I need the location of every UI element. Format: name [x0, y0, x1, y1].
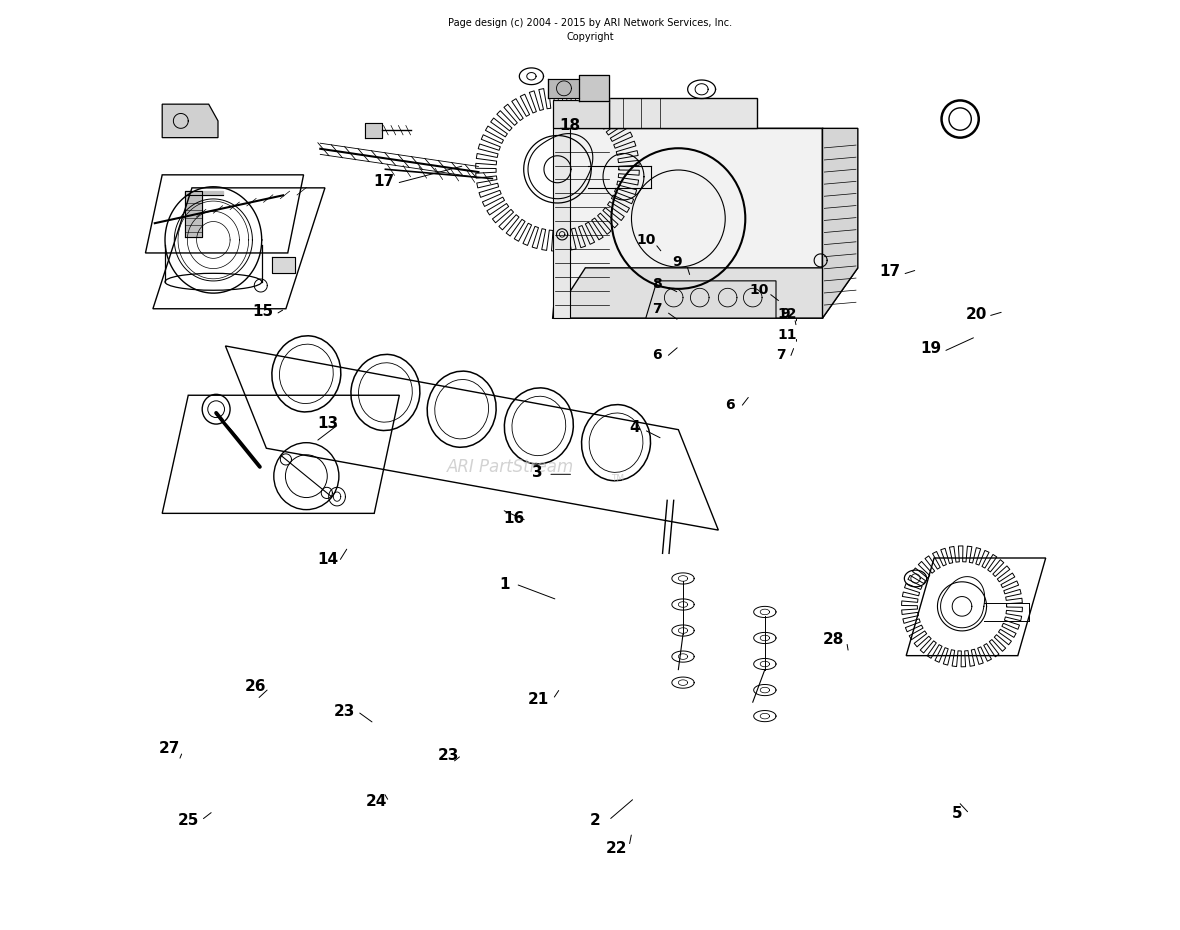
Text: 19: 19: [920, 341, 942, 356]
Text: 13: 13: [317, 416, 339, 431]
Text: 22: 22: [605, 841, 627, 856]
Polygon shape: [609, 98, 758, 128]
Text: 3: 3: [532, 465, 543, 480]
Text: 5: 5: [952, 806, 963, 821]
Text: 26: 26: [244, 679, 266, 694]
Text: 20: 20: [966, 307, 988, 322]
Polygon shape: [365, 123, 381, 138]
Text: 8: 8: [653, 276, 662, 291]
Polygon shape: [552, 128, 822, 318]
Polygon shape: [645, 281, 776, 318]
Text: 25: 25: [177, 813, 199, 828]
Text: 21: 21: [529, 692, 550, 707]
Text: Page design (c) 2004 - 2015 by ARI Network Services, Inc.: Page design (c) 2004 - 2015 by ARI Netwo…: [448, 19, 732, 28]
Text: ARI PartStream: ARI PartStream: [447, 458, 575, 476]
Text: 27: 27: [159, 741, 181, 756]
Text: 6: 6: [725, 397, 734, 412]
Text: 28: 28: [822, 632, 845, 647]
Text: 7: 7: [775, 348, 786, 363]
Polygon shape: [185, 191, 202, 237]
Text: 10: 10: [636, 232, 655, 247]
Text: 15: 15: [253, 304, 274, 319]
Text: 7: 7: [653, 301, 662, 316]
Text: 4: 4: [629, 420, 640, 435]
Polygon shape: [822, 128, 858, 318]
Text: 10: 10: [749, 283, 769, 298]
Text: 17: 17: [373, 174, 394, 189]
Polygon shape: [552, 128, 570, 318]
Polygon shape: [185, 191, 223, 195]
Text: TM: TM: [611, 473, 624, 483]
Text: 23: 23: [438, 748, 459, 763]
Text: 18: 18: [559, 118, 581, 133]
Polygon shape: [552, 268, 858, 318]
Text: 2: 2: [589, 813, 599, 828]
Text: 14: 14: [317, 552, 339, 567]
Text: 17: 17: [879, 264, 900, 279]
Text: 11: 11: [778, 327, 796, 342]
Text: 6: 6: [653, 348, 662, 363]
Text: 9: 9: [673, 255, 682, 270]
Text: 24: 24: [366, 794, 387, 809]
Text: 12: 12: [778, 307, 796, 322]
Text: 16: 16: [503, 512, 524, 526]
Polygon shape: [162, 104, 218, 138]
Text: 1: 1: [499, 577, 510, 591]
Polygon shape: [271, 257, 295, 273]
Text: 23: 23: [334, 704, 355, 719]
Text: 9: 9: [780, 307, 791, 322]
Polygon shape: [552, 100, 609, 128]
Text: Copyright: Copyright: [566, 33, 614, 42]
